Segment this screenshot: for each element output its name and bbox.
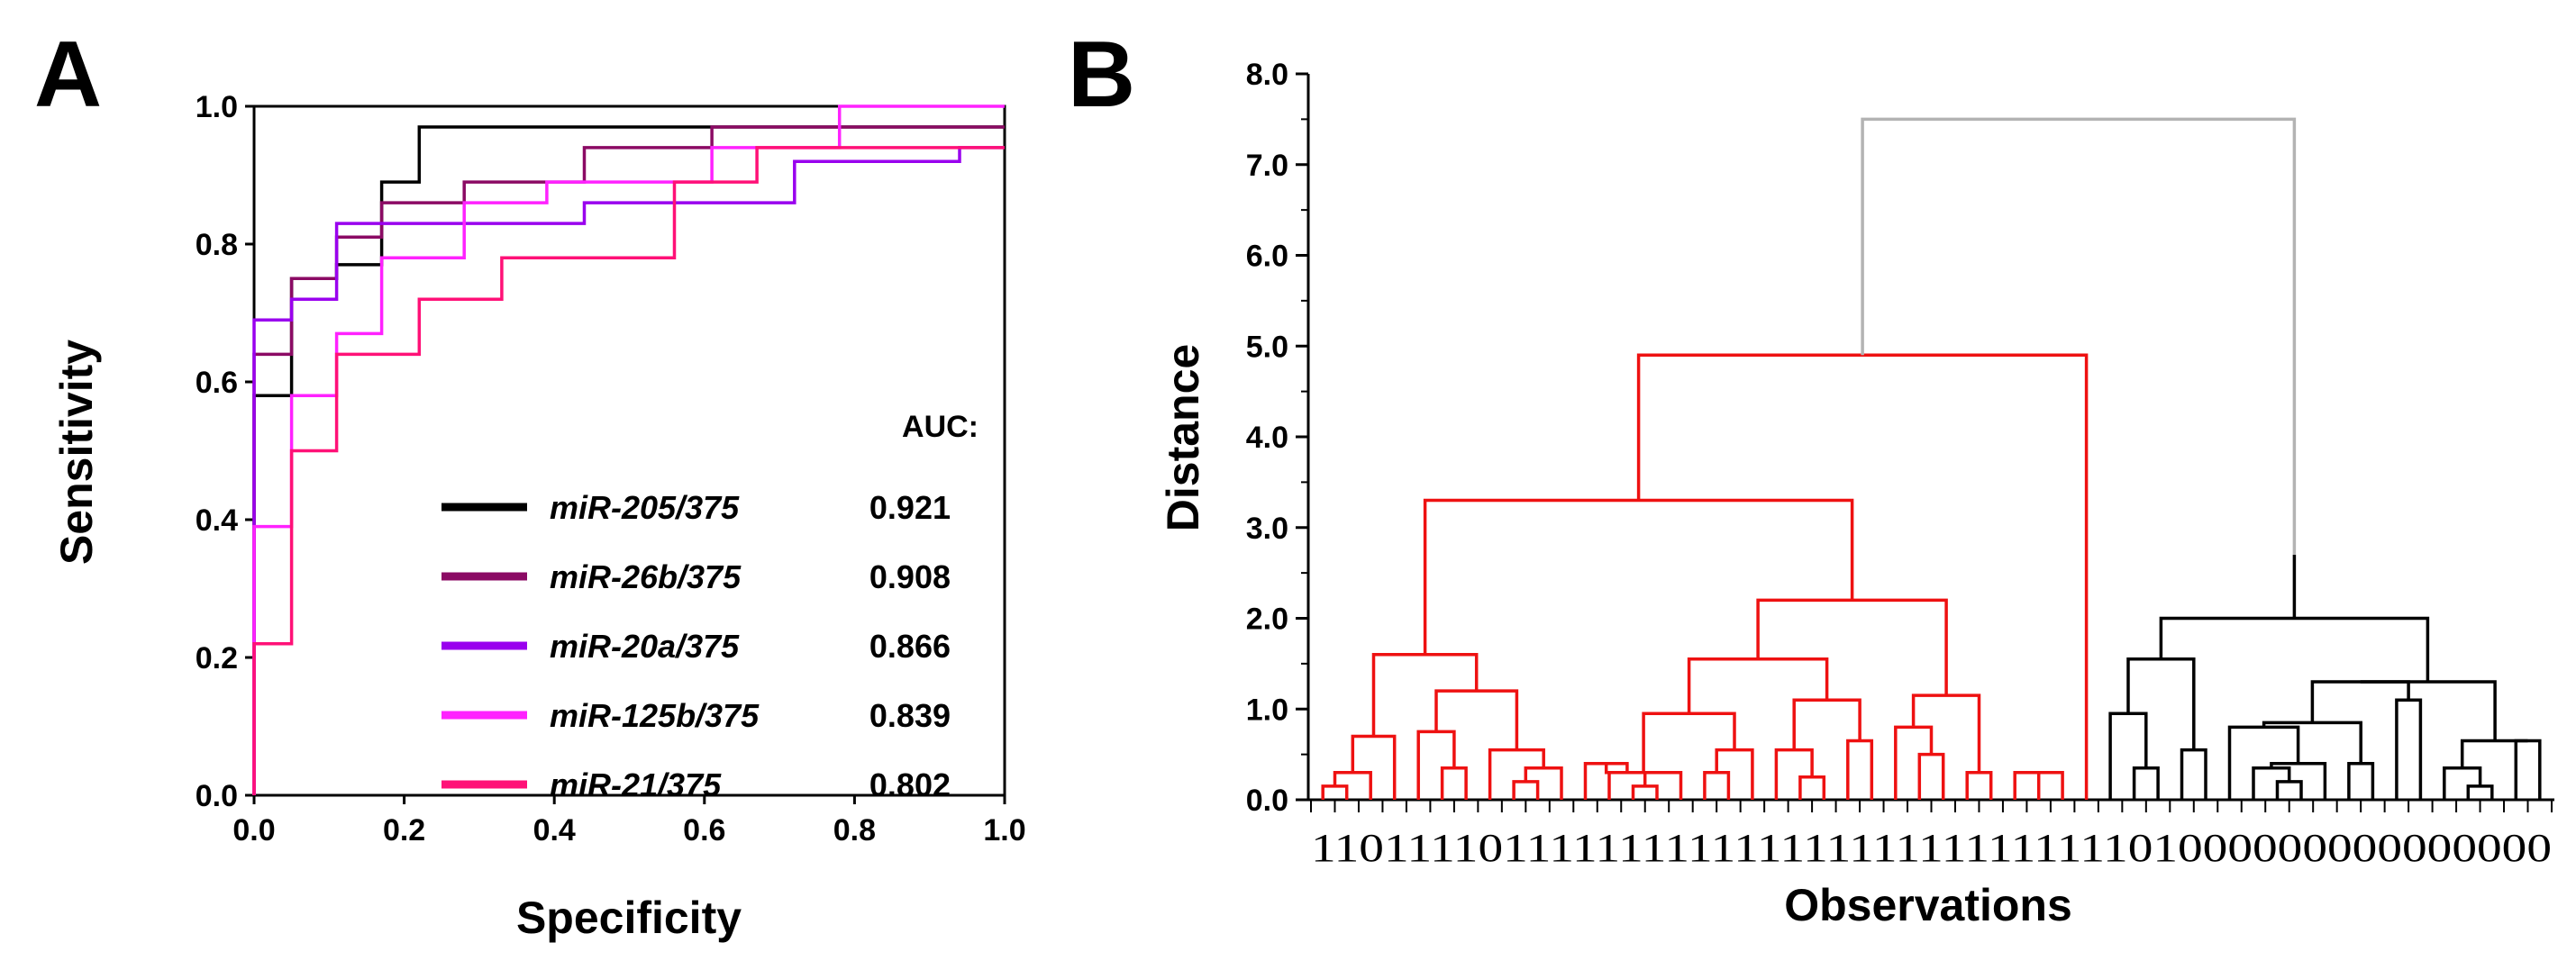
legend-series-name: miR-20a/375 [550, 628, 740, 665]
dendrogram-link [1911, 693, 1981, 773]
dendrogram-link [1512, 780, 1540, 800]
dendrogram-link [2466, 784, 2494, 800]
dendrogram-link [1524, 766, 1563, 800]
dendrogram-links [1321, 117, 2542, 800]
dendrogram-link [1965, 771, 1993, 800]
dendrogram-link [1416, 730, 1456, 800]
dendrogram-y-axis: 0.0 1.0 2.0 3.0 4.0 5.0 6.0 7.0 8.0 [1246, 58, 1308, 818]
roc-x-tick-label: 0.6 [683, 813, 725, 848]
dendrogram-link [2252, 766, 2291, 800]
dendrogram-link [2132, 766, 2160, 800]
roc-y-axis-title: Sensitivity [51, 340, 102, 565]
dendrogram-link [2395, 698, 2423, 800]
dendrogram-panel: B 0.0 1.0 2.0 3.0 4.0 5.0 6.0 7.0 8.0 1101111011… [1068, 23, 2554, 930]
dendrogram-link [1636, 353, 2089, 800]
dendrogram-link [1631, 784, 1659, 800]
roc-y-tick-label: 0.4 [196, 503, 238, 538]
dendrogram-link [1423, 498, 1854, 655]
roc-y-tick-label: 0.6 [196, 366, 238, 400]
legend-series-name: miR-26b/375 [550, 558, 742, 595]
dendrogram-link [2026, 771, 2064, 800]
dendrogram-link [1434, 689, 1519, 750]
dendrogram-y-tick-label: 3.0 [1246, 512, 1288, 546]
dendrogram-link [2159, 616, 2430, 682]
dendrogram-y-axis-title: Distance [1158, 344, 1208, 531]
dendrogram-y-tick-label: 4.0 [1246, 421, 1288, 455]
dendrogram-x-axis-title: Observations [1784, 880, 2072, 930]
legend-auc-value: 0.866 [869, 628, 951, 665]
auc-legend-title: AUC: [902, 410, 979, 444]
dendrogram-y-tick-label: 1.0 [1246, 693, 1288, 727]
dendrogram-link [2126, 657, 2196, 750]
dendrogram-y-tick-label: 8.0 [1246, 58, 1288, 92]
roc-curves [252, 104, 1005, 795]
panel-letter-b: B [1068, 23, 1135, 127]
panel-letter-a: A [34, 23, 102, 127]
roc-x-tick-label: 0.8 [833, 813, 876, 848]
dendrogram-link [2514, 739, 2542, 800]
legend-auc-value: 0.921 [869, 489, 951, 526]
roc-x-tick-label: 0.4 [533, 813, 576, 848]
dendrogram-link [1321, 784, 1349, 800]
roc-y-tick-label: 0.8 [196, 228, 238, 262]
dendrogram-link [2013, 771, 2041, 800]
roc-curve-mir-20a-375 [252, 146, 1005, 795]
roc-y-axis: 0.0 0.2 0.4 0.6 0.8 1.0 [196, 90, 254, 813]
legend-series-name: miR-205/375 [550, 489, 740, 526]
roc-curve-mir-125b-375 [252, 104, 1005, 795]
roc-y-tick-label: 0.2 [196, 641, 238, 675]
roc-x-axis: 0.0 0.2 0.4 0.6 0.8 1.0 [232, 795, 1026, 848]
dendrogram-link [2310, 680, 2410, 723]
dendrogram-y-tick-label: 5.0 [1246, 330, 1288, 364]
dendrogram-link [1792, 698, 1861, 750]
roc-curve-mir-26b-375 [252, 125, 1005, 795]
dendrogram-link [1917, 752, 1945, 800]
dendrogram-link [1351, 734, 1397, 800]
legend-auc-value: 0.839 [869, 697, 951, 734]
legend-auc-value: 0.802 [869, 766, 951, 803]
dendrogram-link [2262, 721, 2362, 764]
dendrogram-y-tick-label: 6.0 [1246, 240, 1288, 274]
dendrogram-link [1846, 739, 1874, 800]
legend-series-name: miR-21/375 [550, 766, 722, 803]
legend-series-name: miR-125b/375 [550, 697, 760, 734]
dendrogram-link [2347, 761, 2375, 800]
dendrogram-link [1488, 748, 1545, 800]
dendrogram-y-tick-label: 0.0 [1246, 784, 1288, 818]
dendrogram-link [2275, 780, 2303, 800]
roc-x-tick-label: 0.0 [232, 813, 275, 848]
dendrogram-link [2108, 712, 2148, 800]
roc-y-tick-label: 0.0 [196, 779, 238, 813]
roc-legend: miR-205/375 0.921 miR-26b/375 0.908 miR-20a/… [441, 489, 951, 803]
roc-x-tick-label: 1.0 [983, 813, 1025, 848]
dendrogram-link [1774, 748, 1814, 800]
roc-plot-frame [252, 104, 1006, 797]
dendrogram-link [1642, 712, 1736, 773]
roc-y-tick-label: 1.0 [196, 90, 238, 124]
dendrogram-x-ticks [1310, 800, 2553, 812]
dendrogram-link [2443, 766, 2482, 800]
dendrogram-link [1687, 657, 1829, 714]
dendrogram-link [1371, 653, 1479, 737]
dendrogram-link [1861, 117, 2297, 555]
dendrogram-link [1703, 771, 1731, 800]
dendrogram-link [2180, 748, 2207, 800]
roc-curve-mir-205-375 [252, 125, 1005, 795]
dendrogram-y-tick-label: 7.0 [1246, 149, 1288, 183]
dendrogram-link [1440, 766, 1468, 800]
dendrogram-link [1756, 598, 1948, 696]
roc-curve-mir-21-375 [252, 146, 1005, 795]
dendrogram-link [2360, 680, 2497, 741]
dendrogram-link [1715, 748, 1754, 800]
roc-x-tick-label: 0.2 [383, 813, 425, 848]
dendrogram-link [1894, 725, 1934, 800]
dendrogram-link [2460, 739, 2528, 768]
dendrogram-link [1798, 775, 1826, 800]
roc-panel: A 0.00.20.40.60.81.0 0.0 0.2 0.4 0.6 0.8 1.0 … [34, 23, 1026, 943]
dendrogram-y-tick-label: 2.0 [1246, 603, 1288, 637]
legend-auc-value: 0.908 [869, 558, 951, 595]
roc-x-axis-title: Specificity [516, 893, 742, 943]
observation-labels: 1101111011111111111111111111111111101000… [1311, 826, 2552, 870]
